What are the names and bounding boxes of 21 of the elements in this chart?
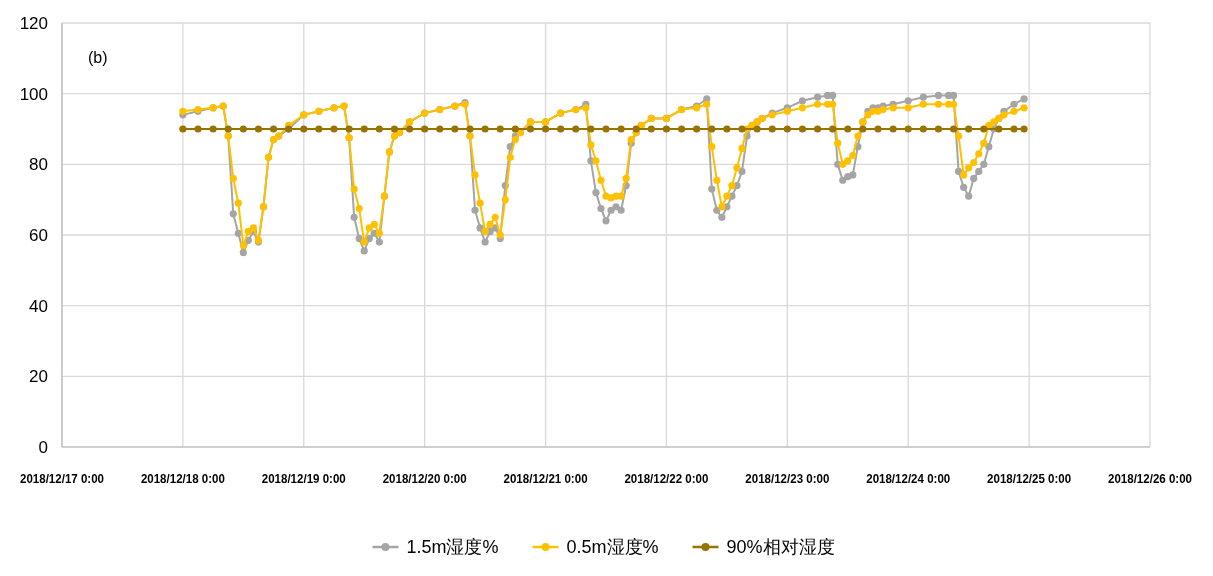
x-tick-label: 2018/12/26 0:00 [1108, 471, 1203, 486]
y-tick-label: 20 [29, 367, 48, 387]
legend-label: 1.5m湿度% [406, 537, 499, 557]
x-tick-label: 2018/12/17 0:00 [20, 471, 115, 486]
y-tick-label: 60 [29, 226, 48, 245]
legend-label: 0.5m湿度% [566, 537, 659, 557]
x-tick-label: 2018/12/20 0:00 [382, 471, 478, 486]
y-tick-label: 100 [19, 84, 48, 104]
x-tick-label: 2018/12/25 0:00 [987, 471, 1082, 486]
y-tick-label: 80 [29, 155, 48, 175]
x-tick-label: 2018/12/23 0:00 [745, 471, 841, 486]
legend-label: 90%相对湿度 [726, 537, 835, 557]
y-tick-label: 0 [38, 438, 48, 457]
y-tick-label: 120 [19, 14, 48, 33]
x-tick-label: 2018/12/22 0:00 [624, 471, 720, 486]
x-tick-label: 2018/12/24 0:00 [866, 471, 961, 486]
x-tick-label: 2018/12/18 0:00 [140, 471, 236, 486]
x-tick-label: 2018/12/21 0:00 [503, 471, 599, 486]
annotation: (b) [88, 49, 108, 66]
x-tick-label: 2018/12/19 0:00 [261, 471, 357, 486]
y-tick-label: 40 [29, 296, 48, 316]
